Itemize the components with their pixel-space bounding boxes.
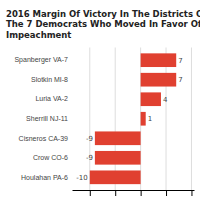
data-label: 4 xyxy=(163,96,168,104)
grid-line xyxy=(166,48,167,191)
y-tick: Luria VA-2 xyxy=(35,95,68,102)
x-tick xyxy=(191,190,192,196)
grid xyxy=(90,48,192,191)
y-axis: Spanberger VA-7 Slotkin MI-8 Luria VA-2 She… xyxy=(14,56,68,180)
grid-line xyxy=(89,48,90,191)
data-label: -9 xyxy=(86,135,93,143)
x-axis-line xyxy=(73,190,195,191)
y-tick: Houlahan PA-6 xyxy=(21,174,68,181)
x-tick-mark xyxy=(191,190,192,196)
category-label: Houlahan PA-6 xyxy=(21,174,68,181)
x-tick xyxy=(115,190,116,196)
data-label: -10 xyxy=(76,174,87,182)
category-label: Spanberger VA-7 xyxy=(14,56,68,64)
category-label: Cisneros CA-39 xyxy=(19,135,69,142)
chart: 2016 Margin Of Victory In The Districts … xyxy=(0,0,200,204)
y-tick: Cisneros CA-39 xyxy=(19,135,69,142)
grid-line xyxy=(191,48,192,191)
x-tick-mark xyxy=(115,190,116,196)
data-label: 7 xyxy=(178,76,182,84)
bar xyxy=(95,131,141,145)
category-label: Sherrill NJ-11 xyxy=(26,115,68,122)
x-tick xyxy=(90,190,91,196)
title: 2016 Margin Of Victory In The Districts … xyxy=(6,9,200,40)
x-axis xyxy=(73,190,195,196)
bar xyxy=(141,112,146,126)
y-tick: Slotkin MI-8 xyxy=(31,76,68,83)
bar xyxy=(95,151,141,165)
plot: Spanberger VA-7 Slotkin MI-8 Luria VA-2 She… xyxy=(14,48,194,197)
bar xyxy=(141,53,177,67)
bar xyxy=(90,170,141,184)
category-label: Luria VA-2 xyxy=(35,95,68,102)
y-tick: Spanberger VA-7 xyxy=(14,56,68,64)
data-labels: 7 7 4 1 -9 -9 -10 xyxy=(76,57,182,182)
data-label: -9 xyxy=(86,154,93,162)
x-tick xyxy=(141,190,142,196)
grid-line xyxy=(115,48,116,191)
data-label: 1 xyxy=(148,115,152,123)
x-tick-mark xyxy=(90,190,91,196)
data-label: 7 xyxy=(178,57,182,65)
bars xyxy=(90,53,176,184)
y-tick: Crow CO-6 xyxy=(33,154,68,161)
x-tick-mark xyxy=(141,190,142,196)
x-tick xyxy=(166,190,167,196)
category-label: Slotkin MI-8 xyxy=(31,76,68,83)
y-tick: Sherrill NJ-11 xyxy=(26,115,68,122)
x-tick-mark xyxy=(166,190,167,196)
bar xyxy=(141,73,177,87)
bar xyxy=(141,92,161,106)
category-label: Crow CO-6 xyxy=(33,154,68,161)
